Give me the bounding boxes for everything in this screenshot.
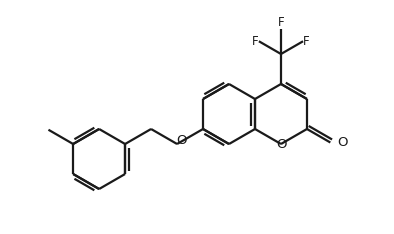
- Text: F: F: [252, 35, 259, 48]
- Text: F: F: [278, 15, 284, 29]
- Text: F: F: [303, 35, 310, 48]
- Text: O: O: [176, 135, 186, 147]
- Text: O: O: [277, 139, 287, 151]
- Text: O: O: [176, 135, 186, 147]
- Text: F: F: [303, 35, 310, 48]
- Text: O: O: [337, 136, 348, 149]
- Text: O: O: [277, 139, 287, 151]
- Text: F: F: [278, 15, 284, 29]
- Text: F: F: [252, 35, 259, 48]
- Text: O: O: [337, 136, 348, 149]
